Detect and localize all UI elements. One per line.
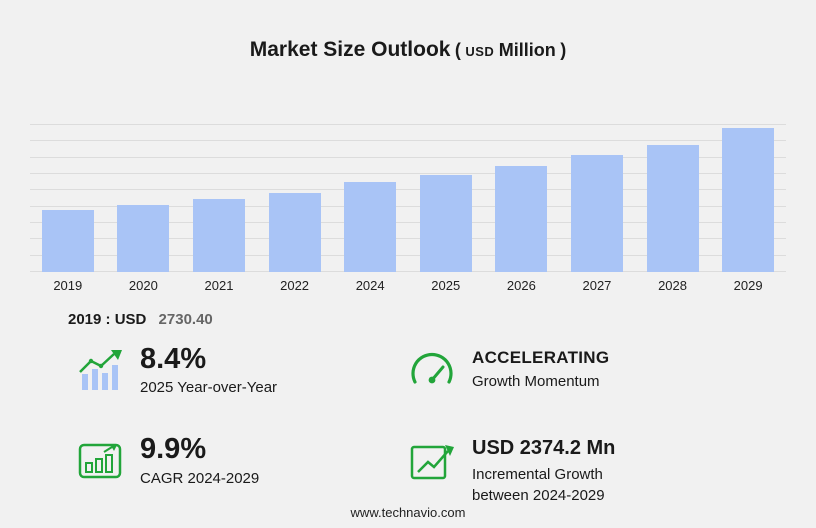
stat-cagr: 9.9% CAGR 2024-2029 xyxy=(76,434,408,506)
bar-2019 xyxy=(41,209,94,272)
bar-slot xyxy=(106,204,182,272)
bar-slot xyxy=(710,128,786,272)
stat-incremental-label: Incremental Growth between 2024-2029 xyxy=(472,466,605,504)
x-axis-label: 2022 xyxy=(280,278,310,293)
gridlines xyxy=(30,124,786,272)
gridline xyxy=(30,156,786,158)
bar-2028 xyxy=(646,144,699,272)
stat-cagr-value: 9.9% xyxy=(140,433,207,466)
gridline xyxy=(30,270,786,272)
x-axis-label: 2021 xyxy=(204,278,234,293)
bar-slot xyxy=(332,182,408,272)
title-paren-close: ) xyxy=(560,40,567,60)
gridline xyxy=(30,254,786,256)
trend-arrow-box-icon xyxy=(410,445,454,480)
x-axis-label: 2028 xyxy=(658,278,687,293)
bar-2024 xyxy=(344,182,397,272)
bars xyxy=(30,124,786,272)
x-axis-label: 2024 xyxy=(355,278,385,293)
bar-2029 xyxy=(722,128,775,272)
stat-cagr-label: CAGR 2024-2029 xyxy=(140,469,260,487)
baseline-note-value: 2730.40 xyxy=(158,311,213,328)
title-unit: Million xyxy=(498,40,556,60)
stat-incremental: USD 2374.2 Mn Incremental Growth between… xyxy=(408,434,740,506)
baseline-note-label: 2019 : USD xyxy=(68,311,147,328)
x-axis-label: 2029 xyxy=(733,278,763,293)
x-axis-label: 2025 xyxy=(431,278,461,293)
gridline xyxy=(30,205,786,207)
stats-grid: 8.4% 2025 Year-over-Year ACCELERATING Gr… xyxy=(76,344,740,506)
title-currency: USD xyxy=(465,44,495,59)
stat-incremental-value: USD 2374.2 Mn xyxy=(472,437,616,460)
bar-2021 xyxy=(192,199,245,272)
stat-yoy-value: 8.4% xyxy=(140,343,207,375)
speedometer-icon xyxy=(411,352,453,384)
stat-yoy: 8.4% 2025 Year-over-Year xyxy=(76,344,408,396)
gridline xyxy=(30,172,786,174)
bar-2027 xyxy=(570,155,623,272)
bar-slot xyxy=(257,193,333,272)
bar-2020 xyxy=(117,204,170,272)
title-paren-open: ( xyxy=(454,40,461,60)
bar-slot xyxy=(484,165,560,272)
bar-slot xyxy=(181,199,257,272)
stat-cagr-text: 9.9% CAGR 2024-2029 xyxy=(140,433,260,487)
bar-chart-up-arrow-icon xyxy=(79,350,122,390)
x-axis: 2019 2020 2021 2022 2024 2025 2026 2027 2028 2029 xyxy=(30,278,786,293)
x-axis-label: 2020 xyxy=(128,278,158,293)
gridline xyxy=(30,189,786,191)
bar-slot xyxy=(30,209,106,272)
gridline xyxy=(30,124,786,125)
gridline xyxy=(30,238,786,240)
stat-incremental-text: USD 2374.2 Mn Incremental Growth between… xyxy=(472,434,647,506)
bar-2025 xyxy=(419,174,472,272)
bar-slot xyxy=(408,174,484,272)
website-url: www.technavio.com xyxy=(350,505,466,520)
bar-2026 xyxy=(495,165,548,272)
bar-slot xyxy=(559,155,635,272)
bar-slot xyxy=(635,144,711,272)
gridline xyxy=(30,140,786,142)
x-axis-label: 2027 xyxy=(582,278,612,293)
framed-bar-chart-icon xyxy=(78,444,122,479)
baseline-note: 2019 : USD 2730.40 xyxy=(68,311,816,328)
x-axis-label: 2019 xyxy=(53,278,83,293)
title-main: Market Size Outlook xyxy=(249,38,451,61)
stat-momentum-text: ACCELERATING Growth Momentum xyxy=(472,344,609,390)
x-axis-label: 2026 xyxy=(506,278,536,293)
stat-momentum-label: Growth Momentum xyxy=(472,373,600,390)
stat-yoy-text: 8.4% 2025 Year-over-Year xyxy=(140,343,278,397)
stat-momentum: ACCELERATING Growth Momentum xyxy=(408,344,740,396)
bar-2022 xyxy=(268,193,321,272)
page-title: Market Size Outlook ( USD Million ) xyxy=(0,0,816,62)
stat-momentum-value: ACCELERATING xyxy=(472,348,610,367)
bar-chart xyxy=(30,124,786,272)
gridline xyxy=(30,221,786,223)
stat-yoy-label: 2025 Year-over-Year xyxy=(140,379,278,397)
